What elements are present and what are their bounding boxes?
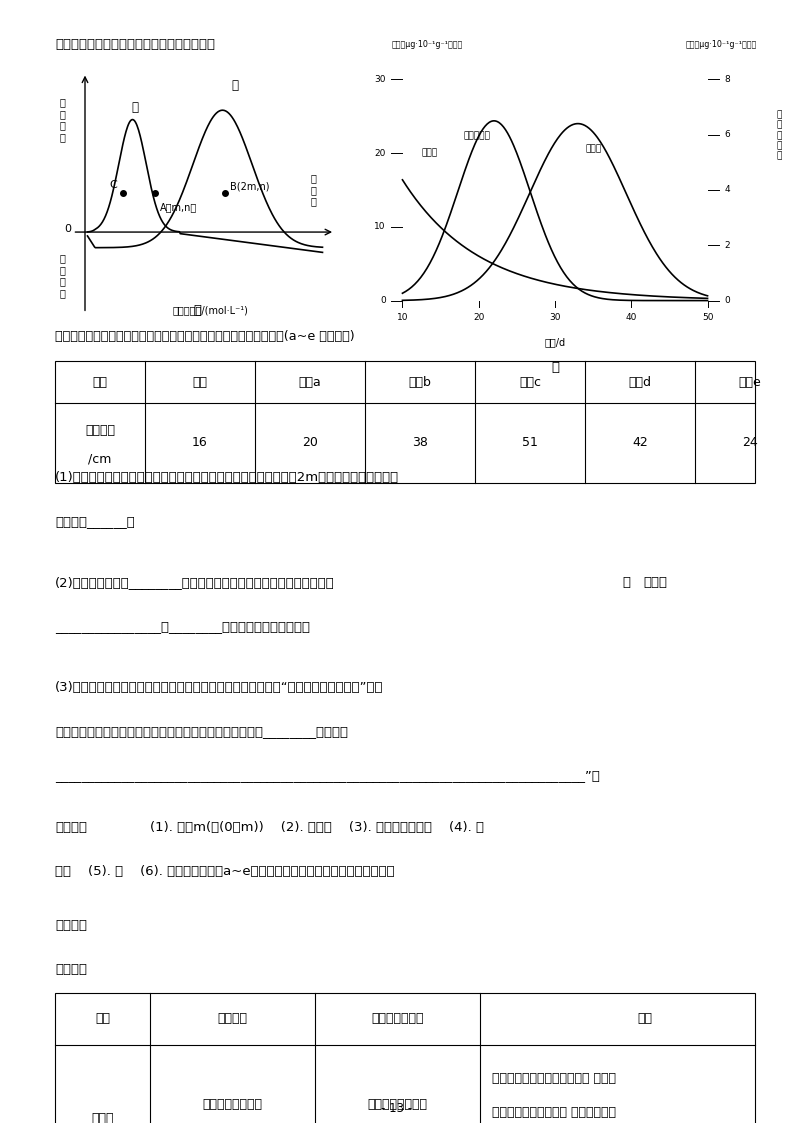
Text: 20: 20 [375, 148, 386, 157]
Text: 合成部位: 合成部位 [218, 1013, 248, 1025]
Text: 幼嫩的芽、叶、发: 幼嫩的芽、叶、发 [202, 1097, 263, 1111]
Text: 浓度d: 浓度d [629, 375, 652, 389]
Text: /cm: /cm [88, 453, 112, 466]
Text: 脉落酸: 脉落酸 [422, 148, 437, 157]
Text: 表丙：不同浓度的油菜素内酯水溶液对芹菜幼苗生长影响的实验结果(a~e 依次增大): 表丙：不同浓度的油菜素内酯水溶液对芹菜幼苗生长影响的实验结果(a~e 依次增大) [55, 330, 355, 343]
Text: C: C [110, 180, 118, 190]
Text: 丙中实验结果能否说明油菜素内酯对芹菜生长具有两重性？________，理由是: 丙中实验结果能否说明油菜素内酯对芹菜生长具有两重性？________，理由是 [55, 725, 348, 738]
Text: 0: 0 [380, 296, 386, 305]
Text: 30: 30 [374, 75, 386, 84]
Text: 进发芽，也能抑制发芽 水能防止落花: 进发芽，也能抑制发芽 水能防止落花 [492, 1105, 616, 1119]
Text: 抑
制
生
长: 抑 制 生 长 [60, 254, 65, 299]
Text: 霹素    (5). 否    (6). 实验结果只表明a~e各浓度均有促进作用，没有体现抑制作用: 霹素 (5). 否 (6). 实验结果只表明a~e各浓度均有促进作用，没有体现抑… [55, 865, 395, 878]
Text: 浓度e: 浓度e [738, 375, 761, 389]
Text: 平均株高: 平均株高 [85, 424, 115, 438]
Text: 浓度a: 浓度a [299, 375, 322, 389]
Text: 0: 0 [724, 296, 730, 305]
Text: ________________________________________________________________________________: ________________________________________… [55, 769, 600, 782]
Text: 幼苗生长影响的实验结果。请回答下列问题。: 幼苗生长影响的实验结果。请回答下列问题。 [55, 38, 215, 51]
Text: 根: 根 [132, 101, 138, 113]
Text: 42: 42 [632, 437, 648, 449]
Text: 6: 6 [724, 130, 730, 139]
Bar [55, 360, 755, 483]
Text: 10: 10 [374, 222, 386, 231]
Text: 2: 2 [724, 240, 730, 249]
Text: 促
进
生
长: 促 进 生 长 [60, 98, 65, 141]
Text: 时间/d: 时间/d [545, 337, 565, 347]
Text: B(2m,n): B(2m,n) [230, 182, 269, 192]
Text: 30: 30 [549, 312, 561, 321]
Text: 含量（μg·10⁻¹g⁻¹千重）: 含量（μg·10⁻¹g⁻¹千重） [685, 40, 757, 49]
Text: 20: 20 [473, 312, 484, 321]
Text: 作用是: 作用是 [643, 576, 667, 588]
Text: 50: 50 [702, 312, 713, 321]
Text: 含量（μg·10⁻¹g⁻¹千重）: 含量（μg·10⁻¹g⁻¹千重） [391, 40, 463, 49]
Text: 10: 10 [397, 312, 408, 321]
Text: 《答案》: 《答案》 [55, 821, 87, 834]
Text: 《解析》: 《解析》 [55, 919, 87, 932]
Text: 24: 24 [742, 437, 758, 449]
Text: 甲: 甲 [194, 303, 202, 317]
Text: 名称: 名称 [95, 1013, 110, 1025]
Text: 茎: 茎 [232, 79, 238, 92]
Text: 4: 4 [724, 185, 730, 194]
Text: (3)油菜素内酯对植物生长发育具有多方面的促进作用，被称为“第六大植物内源激素”。表: (3)油菜素内酯对植物生长发育具有多方面的促进作用，被称为“第六大植物内源激素”… [55, 681, 384, 694]
Text: 细
胞
分
裂
素: 细 胞 分 裂 素 [777, 110, 782, 161]
Bar [55, 993, 755, 1123]
Text: 水能促进生长，也能抑制生长 水能促: 水能促进生长，也能抑制生长 水能促 [492, 1072, 616, 1086]
Text: ________________，________对种子萝发起促进作用。: ________________，________对种子萝发起促进作用。 [55, 620, 310, 633]
Text: A（m,n）: A（m,n） [160, 202, 197, 212]
Text: 生长素: 生长素 [91, 1113, 114, 1123]
Text: 0: 0 [64, 223, 71, 234]
Text: 度范围为______。: 度范围为______。 [55, 515, 135, 528]
Text: 的: 的 [622, 576, 630, 588]
Text: (1). 小于m(或(0，m))    (2). 脉落酸    (3). 促进衰老和脉落    (4). 赤: (1). 小于m(或(0，m)) (2). 脉落酸 (3). 促进衰老和脉落 (… [133, 821, 484, 834]
Text: 8: 8 [724, 75, 730, 84]
Text: 生长素浓度/(mol·L⁻¹): 生长素浓度/(mol·L⁻¹) [172, 305, 248, 316]
Text: 集中在生长旺盛的: 集中在生长旺盛的 [368, 1097, 427, 1111]
Text: 38: 38 [412, 437, 428, 449]
Text: 《分析》: 《分析》 [55, 964, 87, 976]
Text: 16: 16 [192, 437, 208, 449]
Text: 赤霹素: 赤霹素 [585, 144, 602, 153]
Text: 40: 40 [626, 312, 637, 321]
Text: 存在较多的部位: 存在较多的部位 [372, 1013, 424, 1025]
Text: 组别: 组别 [92, 375, 107, 389]
Text: 51: 51 [522, 437, 538, 449]
Text: 浓度b: 浓度b [409, 375, 431, 389]
Text: - 13 -: - 13 - [381, 1102, 413, 1114]
Text: 清水: 清水 [192, 375, 207, 389]
Text: 赤
霹
素: 赤 霹 素 [310, 173, 317, 207]
Text: 20: 20 [302, 437, 318, 449]
Text: (2)从图乙可以看出________对种子萝发起抑制作用，该激素对叶和果实: (2)从图乙可以看出________对种子萝发起抑制作用，该激素对叶和果实 [55, 576, 335, 588]
Text: (1)若某植物幼苗已表现出向光性，且测得其背光面的生长素浓度为2m，则其向光面生长素浓: (1)若某植物幼苗已表现出向光性，且测得其背光面的生长素浓度为2m，则其向光面生… [55, 471, 399, 484]
Text: 浓度c: 浓度c [519, 375, 541, 389]
Text: 细胞分裂素: 细胞分裂素 [464, 131, 491, 140]
Text: 功能: 功能 [638, 1013, 653, 1025]
Text: 乙: 乙 [551, 362, 559, 374]
